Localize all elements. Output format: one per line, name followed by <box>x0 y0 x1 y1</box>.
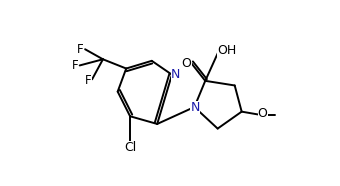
Text: O: O <box>258 108 268 121</box>
Text: O: O <box>182 57 191 70</box>
Text: F: F <box>72 59 78 72</box>
Text: OH: OH <box>217 44 237 57</box>
Text: N: N <box>190 101 200 114</box>
Text: F: F <box>85 74 91 86</box>
Text: N: N <box>171 68 181 81</box>
Text: Cl: Cl <box>124 141 136 154</box>
Text: F: F <box>77 43 84 56</box>
